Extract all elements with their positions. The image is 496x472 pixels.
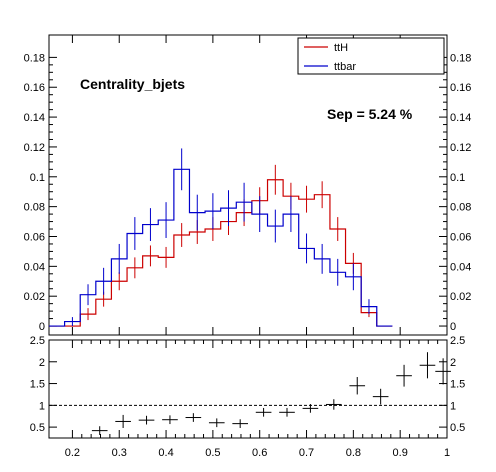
series-line-ttbar xyxy=(49,168,393,327)
lower-right-ytick-label: 2 xyxy=(450,357,456,369)
lower-left-ytick-label: 1.5 xyxy=(30,379,45,391)
lower-right-ytick-label: 0.5 xyxy=(450,422,465,434)
upper-panel: 0 0 0.02 0.02 0.04 0.04 0.06 0.06 0.08 0.08 0.1 0.1… xyxy=(24,34,471,336)
lower-xtick-label: 0.4 xyxy=(158,447,173,459)
upper-right-ytick-label: 0.02 xyxy=(450,291,471,303)
lower-left-ytick-label: 0.5 xyxy=(30,422,45,434)
legend-label-tth: ttH xyxy=(334,42,348,54)
upper-right-ytick-label: 0.16 xyxy=(450,82,471,94)
legend: ttH ttbar xyxy=(297,37,445,75)
lower-left-ytick-label: 2.5 xyxy=(30,335,45,347)
lower-right-ytick-label: 1.5 xyxy=(450,379,465,391)
lower-left-ytick-label: 2 xyxy=(39,357,45,369)
upper-left-ytick-label: 0.1 xyxy=(30,172,45,184)
lower-xtick-label: 0.8 xyxy=(346,447,361,459)
upper-left-ytick-label: 0.06 xyxy=(24,231,45,243)
lower-left-ytick-label: 1 xyxy=(39,400,45,412)
upper-right-ytick-label: 0.18 xyxy=(450,52,471,64)
upper-left-ytick-label: 0.02 xyxy=(24,291,45,303)
upper-left-ytick-label: 0.16 xyxy=(24,82,45,94)
legend-label-ttbar: ttbar xyxy=(334,61,356,73)
series-line-tth xyxy=(49,179,393,327)
separation-annotation: Sep = 5.24 % xyxy=(327,106,413,122)
upper-right-ytick-label: 0.08 xyxy=(450,202,471,214)
lower-xtick-label: 0.7 xyxy=(299,447,314,459)
upper-left-ytick-label: 0.18 xyxy=(24,52,45,64)
plot-title: Centrality_bjets xyxy=(80,76,185,92)
upper-right-ytick-label: 0 xyxy=(450,321,456,333)
lower-plot-frame xyxy=(48,339,448,439)
upper-right-ytick-label: 0.12 xyxy=(450,142,471,154)
upper-right-ytick-label: 0.1 xyxy=(450,172,465,184)
upper-right-ytick-label: 0.04 xyxy=(450,261,471,273)
lower-xtick-label: 1 xyxy=(444,447,450,459)
lower-xtick-label: 0.3 xyxy=(112,447,127,459)
upper-left-ytick-label: 0.04 xyxy=(24,261,45,273)
upper-left-ytick-label: 0 xyxy=(39,321,45,333)
lower-xtick-label: 0.2 xyxy=(65,447,80,459)
upper-plot-frame xyxy=(48,34,448,336)
lower-right-ytick-label: 1 xyxy=(450,400,456,412)
lower-xtick-label: 0.5 xyxy=(205,447,220,459)
upper-right-ytick-label: 0.06 xyxy=(450,231,471,243)
lower-xtick-label: 0.9 xyxy=(393,447,408,459)
upper-left-ytick-label: 0.12 xyxy=(24,142,45,154)
lower-panel: 0.5 0.5 1 1 1.5 1.5 2 2 2.5 2.5 0.2 0.3 0.4 0.5 0.6 0.7… xyxy=(30,335,466,459)
legend-box xyxy=(297,37,445,75)
lower-xtick-label: 0.6 xyxy=(252,447,267,459)
upper-right-ytick-label: 0.14 xyxy=(450,112,471,124)
upper-left-ytick-label: 0.08 xyxy=(24,202,45,214)
lower-right-ytick-label: 2.5 xyxy=(450,335,465,347)
upper-left-ytick-label: 0.14 xyxy=(24,112,45,124)
